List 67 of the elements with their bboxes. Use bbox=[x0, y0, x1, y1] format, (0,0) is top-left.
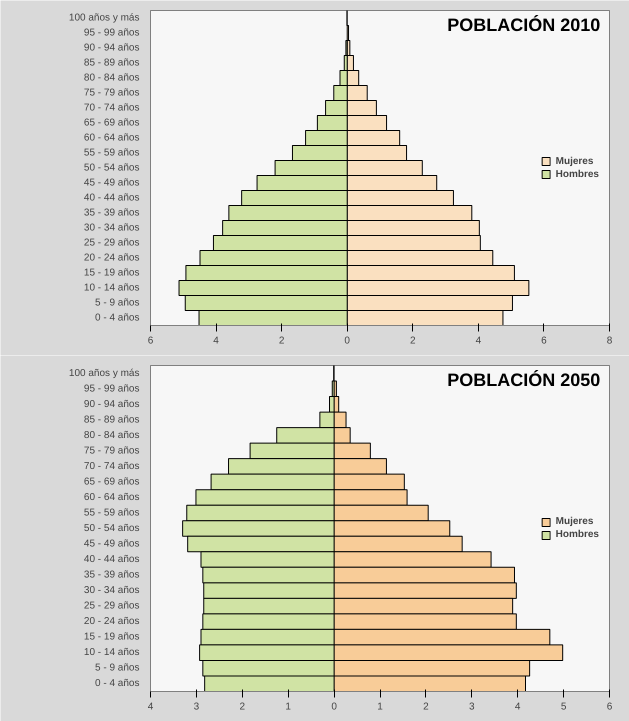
y-tick-label: 30 - 34 años bbox=[84, 222, 140, 234]
y-tick-label: 0 - 4 años bbox=[95, 678, 140, 690]
y-tick-label: 5 - 9 años bbox=[95, 662, 140, 674]
y-tick-label: 60 - 64 años bbox=[84, 492, 140, 503]
y-tick-label: 75 - 79 años bbox=[84, 445, 140, 456]
y-tick-label: 75 - 79 años bbox=[84, 88, 140, 98]
y-tick-label: 90 - 94 años bbox=[84, 398, 140, 410]
x-tick-label: 8 bbox=[606, 336, 613, 346]
y-tick-label: 5 - 9 años bbox=[95, 298, 140, 308]
y-tick-label: 85 - 89 años bbox=[84, 58, 140, 68]
y-tick-label: 90 - 94 años bbox=[84, 42, 140, 54]
y-tick-label: 65 - 69 años bbox=[84, 476, 140, 488]
y-tick-label: 35 - 39 años bbox=[84, 208, 140, 218]
y-tick-label: 60 - 64 años bbox=[84, 132, 140, 144]
y-tick-label: 55 - 59 años bbox=[84, 148, 140, 158]
y-tick-label: 100 años y más bbox=[68, 12, 140, 24]
x-tick-label: 2 bbox=[410, 336, 416, 346]
x-tick-label: 3 bbox=[469, 702, 476, 712]
x-tick-label: 4 bbox=[148, 702, 154, 712]
y-tick-label: 15 - 19 años bbox=[84, 268, 140, 278]
x-tick-label: 1 bbox=[377, 702, 384, 712]
x-tick-label: 2 bbox=[278, 336, 285, 346]
y-tick-label: 65 - 69 años bbox=[84, 118, 140, 128]
y-tick-label: 45 - 49 años bbox=[84, 538, 140, 550]
x-tick-label: 5 bbox=[560, 702, 567, 712]
y-tick-label: 45 - 49 años bbox=[84, 178, 140, 188]
y-tick-label: 95 - 99 años bbox=[84, 28, 140, 38]
x-tick-label: 2 bbox=[423, 702, 430, 712]
chart-title: POBLACIÓN 2050 bbox=[447, 370, 600, 390]
legend-label: Mujeres bbox=[556, 516, 594, 527]
y-tick-label: 40 - 44 años bbox=[84, 554, 140, 566]
y-tick-label: 100 años y más bbox=[68, 368, 140, 379]
y-tick-label: 15 - 19 años bbox=[84, 632, 140, 643]
x-tick-label: 2 bbox=[240, 702, 246, 712]
y-tick-label: 80 - 84 años bbox=[84, 72, 140, 84]
y-tick-label: 10 - 14 años bbox=[84, 647, 140, 658]
x-tick-label: 0 bbox=[331, 702, 338, 712]
y-tick-label: 50 - 54 años bbox=[84, 523, 140, 534]
y-tick-label: 0 - 4 años bbox=[95, 312, 140, 324]
legend-label: Mujeres bbox=[556, 156, 594, 166]
x-tick-label: 4 bbox=[213, 336, 220, 346]
y-tick-label: 30 - 34 años bbox=[84, 585, 140, 596]
y-tick-label: 25 - 29 años bbox=[84, 238, 140, 248]
x-tick-label: 0 bbox=[344, 336, 350, 346]
y-tick-label: 10 - 14 años bbox=[84, 282, 140, 294]
y-tick-label: 55 - 59 años bbox=[84, 507, 140, 518]
y-tick-label: 40 - 44 años bbox=[84, 192, 140, 204]
y-tick-label: 70 - 74 años bbox=[84, 460, 140, 472]
x-tick-label: 6 bbox=[606, 702, 613, 712]
y-tick-label: 20 - 24 años bbox=[84, 252, 140, 264]
legend-label: Hombres bbox=[556, 168, 599, 180]
x-tick-label: 6 bbox=[541, 336, 548, 346]
y-tick-label: 20 - 24 años bbox=[84, 616, 140, 628]
legend-label: Hombres bbox=[556, 529, 599, 540]
chart-title: POBLACIÓN 2010 bbox=[447, 15, 600, 35]
y-tick-label: 25 - 29 años bbox=[84, 600, 140, 612]
x-tick-label: 4 bbox=[476, 336, 482, 346]
y-tick-label: 85 - 89 años bbox=[84, 414, 140, 426]
y-tick-label: 95 - 99 años bbox=[84, 383, 140, 394]
y-tick-label: 35 - 39 años bbox=[84, 570, 140, 581]
y-tick-label: 70 - 74 años bbox=[84, 102, 140, 114]
y-tick-label: 80 - 84 años bbox=[84, 430, 140, 441]
y-tick-label: 50 - 54 años bbox=[84, 162, 140, 174]
x-tick-label: 6 bbox=[148, 336, 154, 346]
x-tick-label: 4 bbox=[514, 702, 521, 712]
x-tick-label: 1 bbox=[285, 702, 292, 712]
x-tick-label: 3 bbox=[194, 702, 200, 712]
